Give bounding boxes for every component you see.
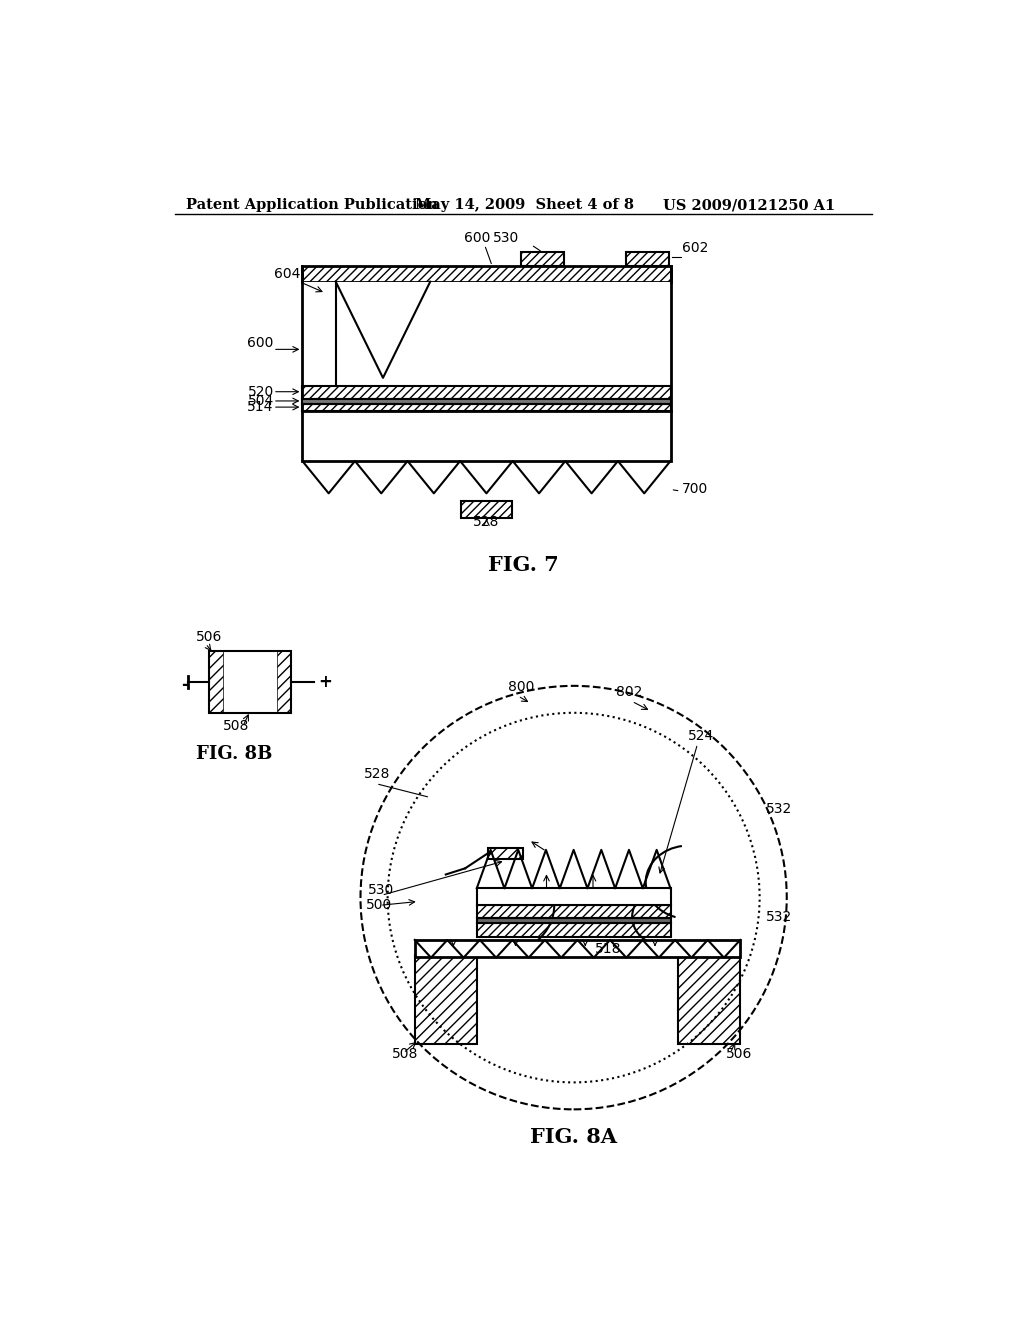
Text: 530: 530 xyxy=(494,231,519,244)
Text: 520: 520 xyxy=(248,384,273,399)
Text: 524: 524 xyxy=(688,729,715,743)
FancyBboxPatch shape xyxy=(477,888,671,906)
Text: May 14, 2009  Sheet 4 of 8: May 14, 2009 Sheet 4 of 8 xyxy=(415,198,634,213)
Text: 500: 500 xyxy=(366,898,392,912)
Text: 528: 528 xyxy=(473,516,500,529)
Text: 514: 514 xyxy=(248,400,273,414)
Text: US 2009/0121250 A1: US 2009/0121250 A1 xyxy=(663,198,835,213)
Text: Patent Application Publication: Patent Application Publication xyxy=(186,198,438,213)
FancyBboxPatch shape xyxy=(477,917,671,923)
Text: 604: 604 xyxy=(274,267,301,281)
Text: 532: 532 xyxy=(766,909,793,924)
Text: 532: 532 xyxy=(766,803,793,816)
Text: FIG. 8B: FIG. 8B xyxy=(197,744,272,763)
Text: 508: 508 xyxy=(391,1047,418,1061)
Text: 700: 700 xyxy=(682,482,709,496)
Text: -: - xyxy=(181,676,188,694)
Text: 802: 802 xyxy=(616,685,643,698)
FancyBboxPatch shape xyxy=(302,399,671,404)
Text: FIG. 7: FIG. 7 xyxy=(487,554,559,576)
Text: 506: 506 xyxy=(726,1047,753,1061)
Text: +: + xyxy=(317,673,332,690)
Text: 506: 506 xyxy=(197,630,222,644)
Text: 508: 508 xyxy=(223,718,250,733)
FancyBboxPatch shape xyxy=(302,411,671,461)
Text: 518: 518 xyxy=(595,942,622,956)
FancyBboxPatch shape xyxy=(303,281,670,411)
Text: 602: 602 xyxy=(682,242,709,255)
Text: 528: 528 xyxy=(365,767,391,781)
FancyBboxPatch shape xyxy=(415,940,740,957)
Text: 600: 600 xyxy=(464,231,489,244)
Text: 530: 530 xyxy=(369,883,394,896)
Text: FIG. 8A: FIG. 8A xyxy=(530,1127,617,1147)
FancyBboxPatch shape xyxy=(209,651,291,713)
Text: 600: 600 xyxy=(248,337,273,350)
Text: 800: 800 xyxy=(508,680,535,694)
Text: 504: 504 xyxy=(248,393,273,408)
